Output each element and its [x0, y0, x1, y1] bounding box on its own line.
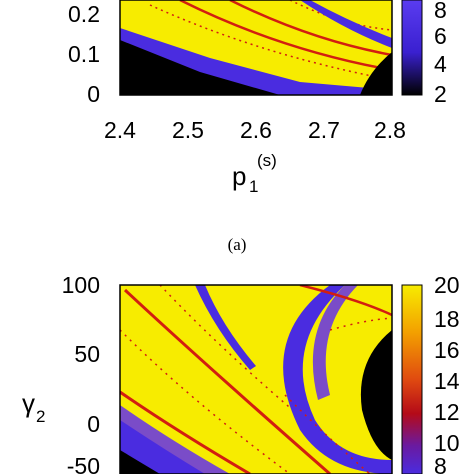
top-ytick-label: 0.1 [68, 41, 100, 67]
bottom-colorbar-tick: 10 [434, 430, 460, 456]
top-heatmap [120, 0, 392, 95]
bottom-colorbar-tick: 18 [434, 306, 460, 332]
bottom-black-region [120, 450, 160, 474]
top-xtick-label: 2.8 [374, 117, 406, 143]
top-colorbar-tick: 6 [434, 23, 447, 49]
top-xaxis-label-subscript: 1 [249, 177, 258, 196]
bottom-ytick-label: 50 [74, 341, 100, 367]
top-red-curve-2 [229, 0, 392, 57]
bottom-blue-band [120, 420, 205, 474]
bottom-purple-c-inner [312, 285, 358, 400]
bottom-red-dotted-curve-1 [120, 329, 291, 474]
bottom-red-curve-1 [120, 390, 251, 474]
bottom-yaxis-label: γ [22, 388, 35, 418]
bottom-red-curve-2 [123, 288, 331, 474]
top-colorbar-tick: 8 [434, 0, 447, 23]
bottom-colorbar-tick: 14 [434, 368, 460, 394]
bottom-red-curve-3 [299, 285, 392, 317]
top-colorbar-tick: 2 [434, 81, 447, 107]
top-ytick-label: 0 [87, 81, 100, 107]
bottom-yaxis-label-subscript: 2 [36, 407, 45, 426]
top-xtick-label: 2.5 [172, 117, 204, 143]
bottom-blue-arc-left [195, 285, 256, 370]
top-plot-frame [119, 0, 393, 96]
top-colorbar [401, 0, 423, 96]
bottom-heatmap [120, 285, 392, 474]
bottom-blue-c-shape [283, 285, 392, 474]
top-xtick-label: 2.4 [104, 117, 136, 143]
bottom-black-right-region [360, 330, 392, 460]
bottom-plot-frame [119, 284, 393, 474]
top-red-curve-1 [179, 0, 392, 72]
bottom-ytick-label: -50 [67, 453, 100, 474]
top-red-dotted-curve [149, 4, 392, 81]
top-xtick-label: 2.6 [240, 117, 272, 143]
top-black-corner [360, 52, 392, 95]
top-ytick-label: 0.2 [68, 1, 100, 27]
top-black-region [120, 40, 280, 95]
top-xtick-label: 2.7 [308, 117, 340, 143]
bottom-colorbar-tick: 20 [434, 272, 460, 298]
top-xaxis-label: p [232, 161, 246, 191]
bottom-colorbar [401, 284, 423, 474]
bottom-ytick-label: 100 [62, 272, 100, 298]
bottom-colorbar-tick: 8 [434, 453, 447, 474]
top-blue-arc [300, 0, 392, 48]
bottom-colorbar-tick: 16 [434, 337, 460, 363]
bottom-colorbar-tick: 12 [434, 399, 460, 425]
bottom-ytick-label: 0 [87, 411, 100, 437]
top-colorbar-tick: 4 [434, 51, 447, 77]
panel-label-a: (a) [228, 235, 247, 254]
top-xaxis-label-superscript: (s) [257, 151, 277, 170]
